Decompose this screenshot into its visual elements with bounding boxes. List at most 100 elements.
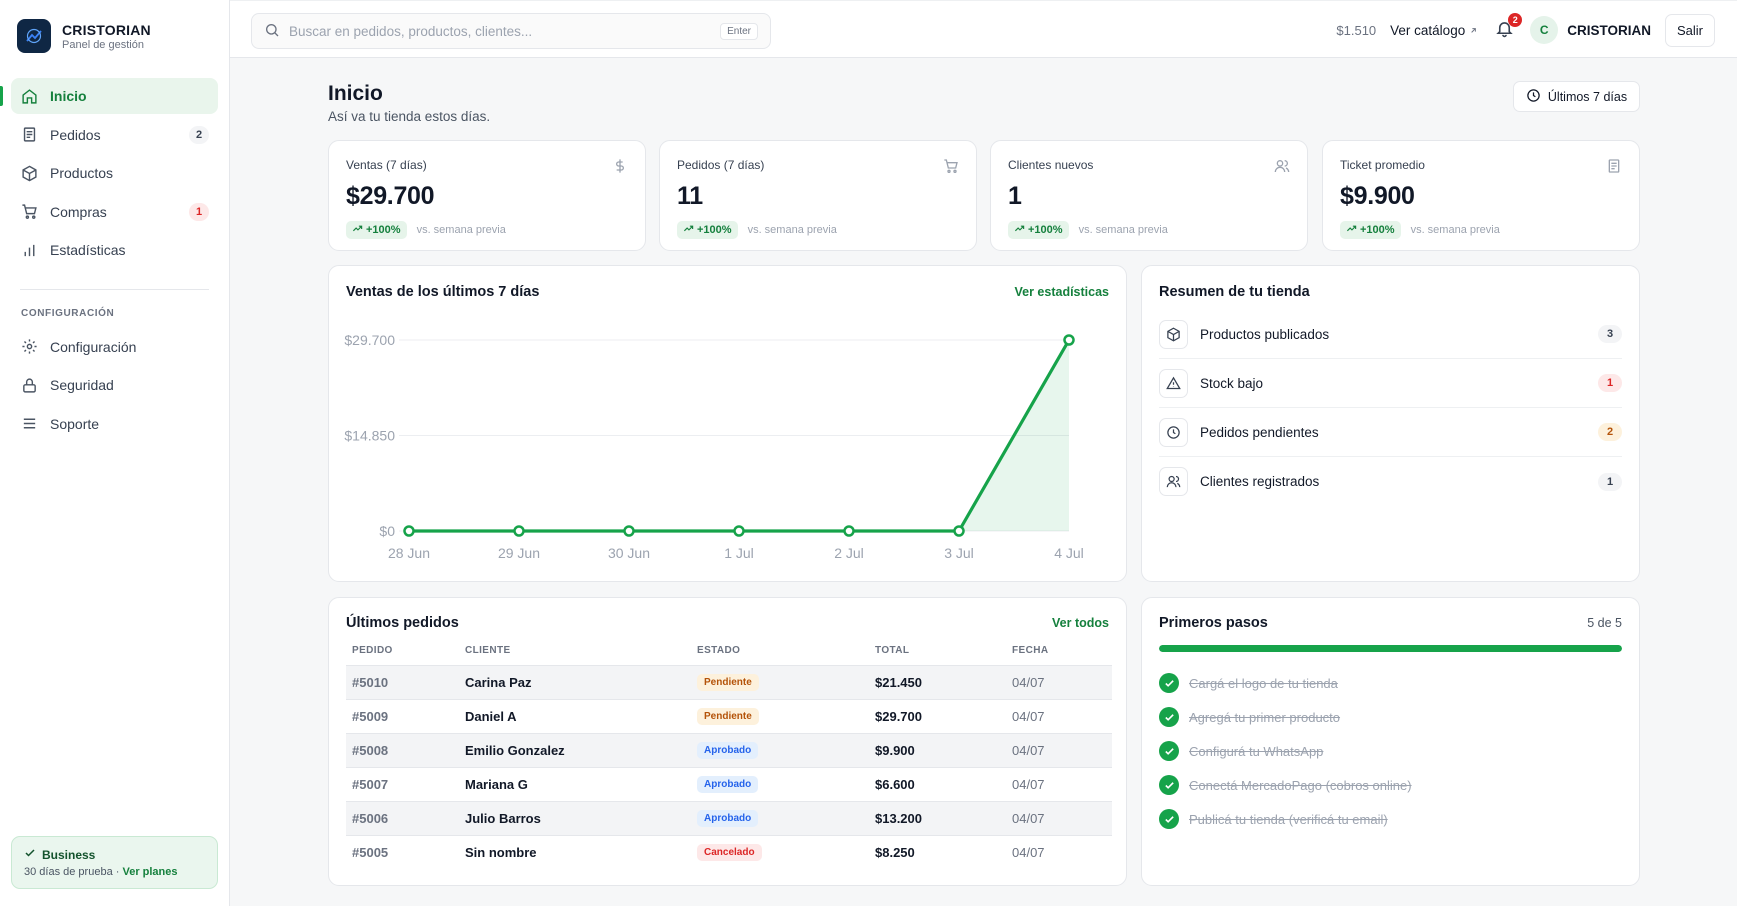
- check-circle-icon: [1159, 707, 1179, 727]
- col-header-order: PEDIDO: [352, 645, 393, 657]
- step-label: Publicá tu tienda (verificá tu email): [1189, 811, 1388, 827]
- sidebar-item-productos[interactable]: Productos: [11, 155, 218, 191]
- cart-icon: [943, 158, 959, 177]
- order-total: $21.450: [869, 664, 1006, 699]
- sidebar-item-configuracion[interactable]: Configuración: [11, 329, 218, 365]
- table-row[interactable]: #5005 Sin nombre Cancelado $8.250 04/07: [346, 834, 1112, 869]
- table-row[interactable]: #5008 Emilio Gonzalez Aprobado $9.900 04…: [346, 732, 1112, 767]
- search-bar[interactable]: Buscar en pedidos, productos, clientes..…: [251, 13, 771, 49]
- orders-table: PEDIDO CLIENTE ESTADO TOTAL FECHA #5010 …: [346, 637, 1112, 869]
- step-item[interactable]: Agregá tu primer producto: [1159, 700, 1622, 734]
- receipt-icon: [1606, 158, 1622, 177]
- chart-data-point: [1063, 334, 1075, 346]
- kpi-label: Ticket promedio: [1340, 158, 1425, 172]
- view-stats-link[interactable]: Ver estadísticas: [1014, 285, 1109, 299]
- brand[interactable]: CRISTORIAN Panel de gestión: [0, 0, 229, 72]
- sales-chart: $0 $14.850 $29.700 28 Jun 29 Jun 30 Jun 1 Jul 2…: [344, 332, 1083, 561]
- order-client: Carina Paz: [459, 664, 691, 699]
- users-icon: [1274, 158, 1290, 177]
- order-status-cell: Aprobado: [691, 732, 869, 767]
- see-plans-link[interactable]: Ver planes: [122, 866, 178, 878]
- order-date: 04/07: [1006, 766, 1112, 801]
- steps-list: Cargá el logo de tu tienda Agregá tu pri…: [1159, 666, 1622, 836]
- trend-value: +100%: [366, 224, 401, 236]
- summary-row-products[interactable]: Productos publicados 3: [1159, 310, 1622, 359]
- order-client: Mariana G: [459, 766, 691, 801]
- kpi-value: 1: [1008, 182, 1022, 210]
- table-row[interactable]: #5009 Daniel A Pendiente $29.700 04/07: [346, 698, 1112, 733]
- order-date: 04/07: [1006, 664, 1112, 699]
- status-badge: Pendiente: [697, 708, 759, 725]
- date-range-button[interactable]: Últimos 7 días: [1513, 81, 1640, 112]
- kpi-card-orders: Pedidos (7 días) 11 +100% vs. semana pre…: [659, 140, 977, 251]
- orders-count-badge: 2: [189, 125, 209, 144]
- username[interactable]: CRISTORIAN: [1567, 22, 1651, 38]
- order-total: $8.250: [869, 834, 1006, 869]
- logout-button[interactable]: Salir: [1664, 13, 1715, 47]
- kpi-note: vs. semana previa: [1410, 224, 1500, 236]
- sidebar-item-label: Seguridad: [50, 377, 114, 393]
- summary-row-pending-orders[interactable]: Pedidos pendientes 2: [1159, 408, 1622, 457]
- trend-up-icon: [683, 223, 694, 237]
- chart-x-tick-label: 1 Jul: [724, 545, 754, 561]
- sidebar-item-seguridad[interactable]: Seguridad: [11, 367, 218, 403]
- sidebar-item-compras[interactable]: Compras 1: [11, 194, 218, 230]
- order-id: #5009: [346, 698, 459, 733]
- table-row[interactable]: #5006 Julio Barros Aprobado $13.200 04/0…: [346, 800, 1112, 835]
- gear-icon: [20, 338, 38, 356]
- summary-row-clients[interactable]: Clientes registrados 1: [1159, 457, 1622, 506]
- home-icon: [20, 87, 38, 105]
- first-steps-card: Primeros pasos 5 de 5 Cargá el logo de t…: [1141, 597, 1640, 886]
- step-item[interactable]: Configurá tu WhatsApp: [1159, 734, 1622, 768]
- topbar-actions: $1.510 Ver catálogo 2 C CRISTORIAN Salir: [1336, 11, 1715, 49]
- topbar: Buscar en pedidos, productos, clientes..…: [230, 0, 1737, 58]
- notifications-button[interactable]: 2: [1492, 13, 1523, 42]
- summary-label: Pedidos pendientes: [1200, 424, 1319, 440]
- view-all-orders-link[interactable]: Ver todos: [1052, 616, 1109, 630]
- sales-chart-card: Ventas de los últimos 7 días Ver estadís…: [328, 265, 1127, 582]
- order-id: #5007: [346, 766, 459, 801]
- order-date: 04/07: [1006, 698, 1112, 733]
- order-id: #5006: [346, 800, 459, 835]
- chart-x-tick-label: 3 Jul: [944, 545, 974, 561]
- table-row[interactable]: #5007 Mariana G Aprobado $6.600 04/07: [346, 766, 1112, 801]
- trend-badge: +100%: [346, 221, 407, 239]
- search-icon: [264, 22, 280, 41]
- step-item[interactable]: Cargá el logo de tu tienda: [1159, 666, 1622, 700]
- chart-data-point: [953, 525, 965, 537]
- order-id: #5008: [346, 732, 459, 767]
- view-catalog-link[interactable]: Ver catálogo: [1390, 23, 1478, 38]
- main-nav: Inicio Pedidos 2 Productos Compras 1 Est…: [0, 72, 229, 277]
- status-badge: Aprobado: [697, 810, 759, 827]
- step-item[interactable]: Publicá tu tienda (verificá tu email): [1159, 802, 1622, 836]
- kpi-label: Ventas (7 días): [346, 158, 427, 172]
- summary-row-low-stock[interactable]: Stock bajo 1: [1159, 359, 1622, 408]
- sidebar-item-pedidos[interactable]: Pedidos 2: [11, 117, 218, 153]
- purchases-count-badge: 1: [189, 202, 209, 221]
- chart-data-point: [843, 525, 855, 537]
- trend-badge: +100%: [1340, 221, 1401, 239]
- chart-y-tick-label: $29.700: [344, 332, 395, 348]
- order-total: $6.600: [869, 766, 1006, 801]
- sidebar-item-inicio[interactable]: Inicio: [0, 78, 218, 114]
- order-client: Daniel A: [459, 698, 691, 733]
- sidebar-item-soporte[interactable]: Soporte: [11, 406, 218, 442]
- avatar[interactable]: C: [1530, 16, 1559, 44]
- box-icon: [1159, 319, 1188, 349]
- step-item[interactable]: Conectá MercadoPago (cobros online): [1159, 768, 1622, 802]
- check-circle-icon: [1159, 741, 1179, 761]
- nav-divider: [20, 288, 209, 290]
- clock-icon: [1159, 417, 1188, 447]
- summary-title: Resumen de tu tienda: [1159, 284, 1310, 300]
- step-label: Conectá MercadoPago (cobros online): [1189, 777, 1412, 793]
- col-header-client: CLIENTE: [465, 645, 511, 657]
- search-input[interactable]: Buscar en pedidos, productos, clientes..…: [289, 23, 533, 39]
- sidebar-item-estadisticas[interactable]: Estadísticas: [11, 232, 218, 268]
- order-status-cell: Aprobado: [691, 800, 869, 835]
- sidebar-item-label: Productos: [50, 165, 114, 181]
- table-row[interactable]: #5010 Carina Paz Pendiente $21.450 04/07: [346, 664, 1112, 699]
- sidebar-item-label: Compras: [50, 203, 107, 220]
- step-label: Agregá tu primer producto: [1189, 709, 1341, 725]
- sidebar-item-label: Estadísticas: [50, 242, 126, 258]
- sidebar-item-label: Pedidos: [50, 126, 101, 143]
